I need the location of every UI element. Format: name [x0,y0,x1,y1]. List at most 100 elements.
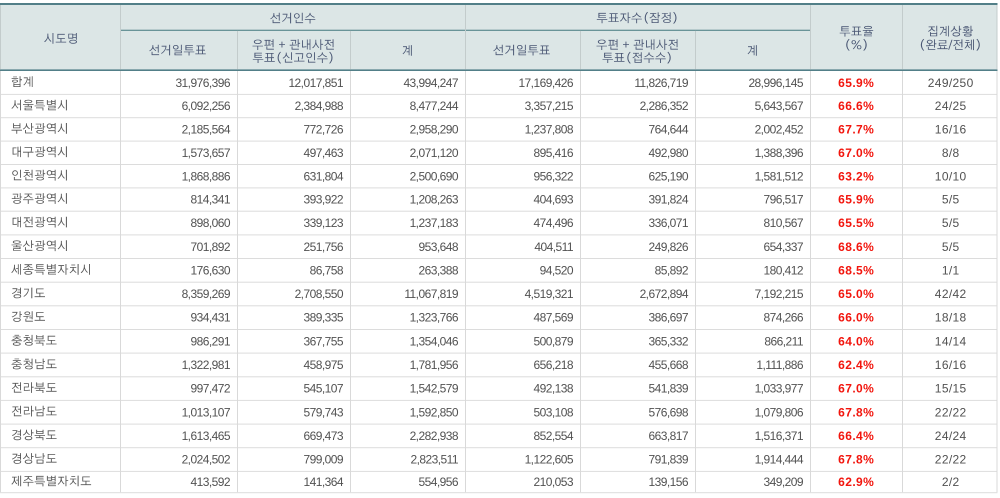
svg-text:18/18: 18/18 [935,311,967,325]
svg-text:2,384,988: 2,384,988 [295,99,344,113]
svg-text:63.2%: 63.2% [838,169,874,183]
svg-text:810,567: 810,567 [763,216,803,230]
svg-text:404,693: 404,693 [533,193,573,207]
svg-text:2,958,290: 2,958,290 [410,123,459,137]
svg-text:1/1: 1/1 [942,263,960,277]
svg-text:22/22: 22/22 [935,453,967,467]
svg-text:16/16: 16/16 [935,358,967,372]
svg-text:391,824: 391,824 [648,193,688,207]
svg-text:2,708,550: 2,708,550 [295,287,344,301]
svg-text:7,192,215: 7,192,215 [755,287,804,301]
svg-text:1,122,605: 1,122,605 [525,453,574,467]
svg-text:65.5%: 65.5% [838,216,874,230]
svg-text:12,017,851: 12,017,851 [288,76,343,90]
svg-text:15/15: 15/15 [935,382,967,396]
svg-text:2,071,120: 2,071,120 [410,146,459,160]
svg-text:389,335: 389,335 [303,311,343,325]
svg-text:2,286,352: 2,286,352 [640,99,689,113]
svg-text:263,388: 263,388 [418,263,458,277]
svg-text:367,755: 367,755 [303,334,343,348]
svg-text:956,322: 956,322 [533,169,573,183]
svg-text:393,922: 393,922 [303,193,343,207]
svg-text:5/5: 5/5 [942,216,960,230]
svg-text:1,542,579: 1,542,579 [410,382,459,396]
svg-text:1,354,046: 1,354,046 [410,334,459,348]
svg-text:24/25: 24/25 [935,99,967,113]
svg-text:898,060: 898,060 [190,216,230,230]
svg-text:5/5: 5/5 [942,240,960,254]
svg-text:339,123: 339,123 [303,216,343,230]
svg-text:503,108: 503,108 [533,405,573,419]
svg-text:576,698: 576,698 [648,405,688,419]
svg-text:251,756: 251,756 [303,240,343,254]
svg-text:663,817: 663,817 [648,429,688,443]
svg-text:5/5: 5/5 [942,193,960,207]
svg-text:176,630: 176,630 [190,263,230,277]
svg-text:1,111,886: 1,111,886 [756,358,804,372]
svg-text:404,511: 404,511 [534,240,574,254]
svg-text:5,643,567: 5,643,567 [755,99,804,113]
svg-text:336,071: 336,071 [648,216,688,230]
svg-text:1,323,766: 1,323,766 [410,311,459,325]
svg-text:67.8%: 67.8% [838,405,874,419]
svg-text:64.0%: 64.0% [838,334,874,348]
svg-text:3,357,215: 3,357,215 [525,99,574,113]
svg-text:1,613,465: 1,613,465 [182,429,231,443]
svg-text:365,332: 365,332 [648,334,688,348]
svg-text:934,431: 934,431 [190,311,230,325]
svg-text:874,266: 874,266 [763,311,803,325]
svg-text:24/24: 24/24 [935,429,967,443]
svg-text:8,477,244: 8,477,244 [410,99,459,113]
svg-text:814,341: 814,341 [190,193,230,207]
svg-text:14/14: 14/14 [935,334,967,348]
svg-text:8/8: 8/8 [942,146,960,160]
svg-text:1,781,956: 1,781,956 [410,358,459,372]
svg-text:545,107: 545,107 [303,382,343,396]
svg-text:1,208,263: 1,208,263 [410,193,459,207]
svg-text:31,976,396: 31,976,396 [175,76,230,90]
svg-text:86,758: 86,758 [310,263,344,277]
svg-text:66.6%: 66.6% [838,99,874,113]
svg-text:701,892: 701,892 [190,240,230,254]
svg-text:852,554: 852,554 [533,429,573,443]
svg-text:492,980: 492,980 [648,146,688,160]
svg-text:1,322,981: 1,322,981 [182,358,231,372]
svg-text:1,914,444: 1,914,444 [755,453,804,467]
svg-text:791,839: 791,839 [648,453,688,467]
svg-text:17,169,426: 17,169,426 [518,76,573,90]
svg-text:625,190: 625,190 [648,169,688,183]
svg-text:631,804: 631,804 [303,169,343,183]
svg-text:249,826: 249,826 [648,240,688,254]
svg-text:579,743: 579,743 [303,405,343,419]
svg-text:487,569: 487,569 [533,311,573,325]
svg-text:28,996,145: 28,996,145 [748,76,803,90]
svg-text:349,209: 349,209 [763,475,803,489]
svg-text:67.0%: 67.0% [838,146,874,160]
svg-text:986,291: 986,291 [190,334,230,348]
svg-text:6,092,256: 6,092,256 [182,99,231,113]
svg-text:997,472: 997,472 [190,382,230,396]
svg-text:866,211: 866,211 [764,334,804,348]
svg-text:1,079,806: 1,079,806 [755,405,804,419]
svg-text:474,496: 474,496 [533,216,573,230]
svg-text:1,516,371: 1,516,371 [755,429,804,443]
svg-text:4,519,321: 4,519,321 [525,287,574,301]
svg-text:654,337: 654,337 [763,240,803,254]
svg-text:1,581,512: 1,581,512 [755,169,804,183]
svg-text:2,500,690: 2,500,690 [410,169,459,183]
svg-text:94,520: 94,520 [540,263,574,277]
svg-text:65.9%: 65.9% [838,76,874,90]
svg-text:413,592: 413,592 [190,475,230,489]
svg-text:458,975: 458,975 [303,358,343,372]
svg-text:1,573,657: 1,573,657 [182,146,231,160]
svg-text:16/16: 16/16 [935,123,967,137]
svg-text:22/22: 22/22 [935,405,967,419]
svg-text:953,648: 953,648 [418,240,458,254]
svg-text:455,668: 455,668 [648,358,688,372]
svg-text:67.7%: 67.7% [838,123,874,137]
svg-text:65.9%: 65.9% [838,193,874,207]
svg-text:141,364: 141,364 [303,475,343,489]
svg-text:492,138: 492,138 [533,382,573,396]
svg-text:2/2: 2/2 [942,475,960,489]
svg-text:2,185,564: 2,185,564 [182,123,231,137]
